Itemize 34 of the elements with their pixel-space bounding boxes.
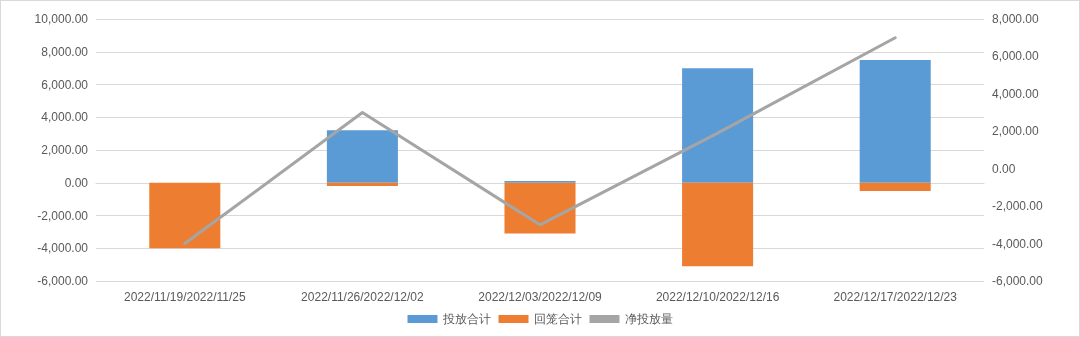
bar <box>859 59 931 183</box>
bar <box>859 182 931 191</box>
bar <box>682 68 754 183</box>
x-tick-label: 2022/12/03/2022/12/09 <box>478 290 603 304</box>
bar <box>326 182 398 187</box>
y2-tick-label: -4,000.00 <box>992 236 1044 251</box>
legend-label: 净投放量 <box>624 312 673 326</box>
line-series <box>183 36 897 246</box>
bar <box>326 130 398 183</box>
y2-tick-label: -6,000.00 <box>992 274 1044 288</box>
y-tick-label: 6,000.00 <box>41 77 89 92</box>
y-tick-label: -4,000.00 <box>37 241 89 256</box>
y2-tick-label: 4,000.00 <box>992 86 1040 101</box>
legend-label: 投放合计 <box>441 312 491 326</box>
x-tick-label: 2022/11/19/2022/11/25 <box>123 290 246 304</box>
legend-label: 回笼合计 <box>533 312 582 326</box>
y-tick-label: 4,000.00 <box>41 110 89 125</box>
y2-tick-label: 6,000.00 <box>992 49 1040 64</box>
bar <box>504 182 576 234</box>
x-tick-label: 2022/11/26/2022/12/02 <box>301 290 425 304</box>
y-tick-label: -2,000.00 <box>37 208 89 223</box>
bar <box>682 182 754 267</box>
y-tick-label: 8,000.00 <box>41 44 89 59</box>
y-tick-label: 10,000.00 <box>34 12 89 26</box>
y2-tick-label: 8,000.00 <box>992 12 1040 26</box>
bar <box>149 182 221 249</box>
y2-tick-label: 0.00 <box>992 161 1016 176</box>
y-tick-label: 0.00 <box>64 175 89 190</box>
x-tick-label: 2022/12/10/2022/12/16 <box>655 290 780 304</box>
x-tick-label: 2022/12/17/2022/12/23 <box>833 290 958 304</box>
y-tick-label: -6,000.00 <box>37 274 89 288</box>
y2-tick-label: 2,000.00 <box>992 124 1040 139</box>
y-tick-label: 2,000.00 <box>41 143 89 157</box>
y2-tick-label: -2,000.00 <box>992 199 1044 214</box>
